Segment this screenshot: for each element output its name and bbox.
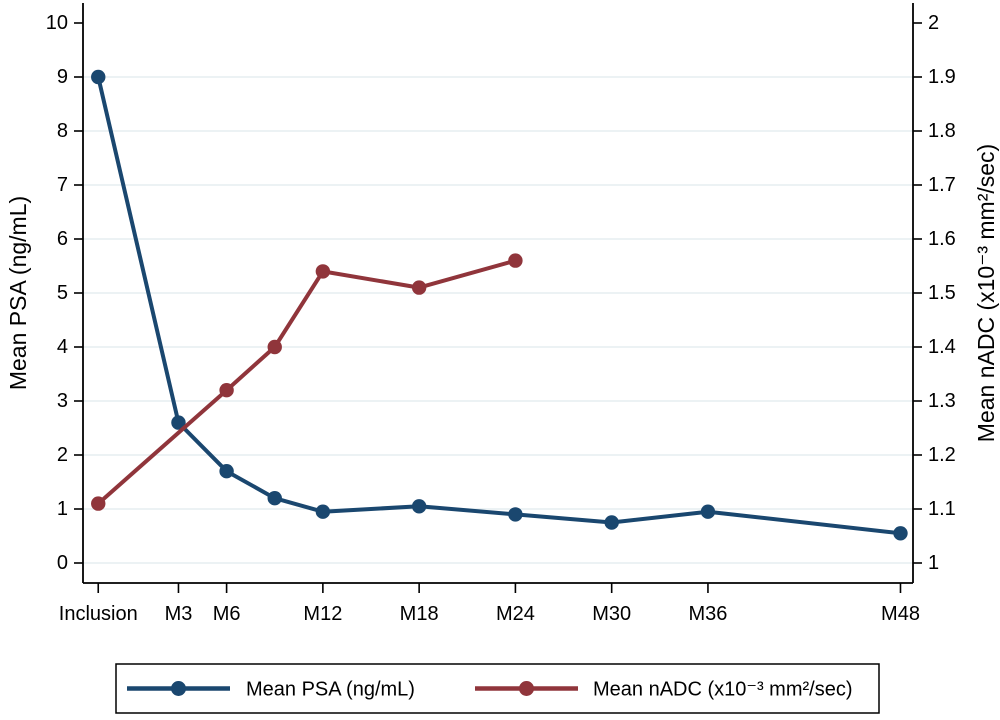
psa-data-point xyxy=(171,415,186,430)
y-right-tick-label: 1.7 xyxy=(928,174,956,196)
y-left-tick-label: 10 xyxy=(46,12,68,34)
x-axis-ticks: Inclusion M3 M6 M12 M18 M24 M30 M36 M48 xyxy=(59,583,920,625)
y-right-tick-label: 1.3 xyxy=(928,390,956,412)
y-left-tick-label: 7 xyxy=(57,174,68,196)
nadc-marker-icon xyxy=(519,681,534,696)
nadc-data-point xyxy=(315,264,331,279)
x-tick-label: M36 xyxy=(688,603,727,625)
legend-entry-psa: Mean PSA (ng/mL) xyxy=(127,679,415,701)
y-right-tick-label: 1.8 xyxy=(928,120,956,142)
x-tick-label: M48 xyxy=(881,603,920,625)
y-left-tick-label: 3 xyxy=(57,390,68,412)
y-left-tick-label: 8 xyxy=(57,120,68,142)
y-right-tick-label: 1 xyxy=(928,552,939,574)
nadc-data-point xyxy=(219,383,234,398)
nadc-data-point xyxy=(411,280,427,295)
psa-data-point xyxy=(411,499,427,514)
y-left-tick-label: 4 xyxy=(57,336,68,358)
series-mean-psa xyxy=(91,69,908,541)
legend-label-nadc: Mean nADC (x10⁻³ mm²/sec) xyxy=(593,679,853,701)
y-right-tick-label: 1.9 xyxy=(928,66,956,88)
nadc-data-point xyxy=(91,496,106,511)
nadc-line xyxy=(96,258,516,506)
series-mean-nadc xyxy=(91,253,523,511)
y-right-tick-label: 2 xyxy=(928,12,939,34)
y-right-tick-label: 1.5 xyxy=(928,282,956,304)
x-tick-label: M12 xyxy=(303,603,342,625)
legend-label-psa: Mean PSA (ng/mL) xyxy=(246,679,415,701)
psa-data-point xyxy=(219,464,234,479)
y-left-tick-label: 2 xyxy=(57,444,68,466)
y-right-axis-title: Mean nADC (x10⁻³ mm²/sec) xyxy=(973,144,999,442)
x-tick-label: M3 xyxy=(165,603,193,625)
x-tick-label: M30 xyxy=(592,603,631,625)
psa-data-point xyxy=(604,515,619,530)
psa-data-point xyxy=(893,526,908,541)
psa-line xyxy=(96,76,901,536)
y-right-axis-ticks: 1 1.1 1.2 1.3 1.4 1.5 1.6 1.7 1.8 1.9 2 xyxy=(913,12,956,574)
y-left-axis-title: Mean PSA (ng/mL) xyxy=(5,196,31,390)
psa-marker-icon xyxy=(171,681,186,696)
gridlines xyxy=(83,76,913,564)
psa-data-point xyxy=(267,491,282,506)
x-tick-label: M6 xyxy=(213,603,241,625)
x-tick-label: Inclusion xyxy=(59,603,138,625)
psa-data-point xyxy=(91,69,106,85)
x-tick-label: M24 xyxy=(496,603,535,625)
y-right-tick-label: 1.1 xyxy=(928,498,956,520)
y-left-tick-label: 5 xyxy=(57,282,68,304)
psa-data-point xyxy=(508,507,523,522)
y-left-axis-ticks: 0 1 2 3 4 5 6 7 8 9 10 xyxy=(46,12,83,574)
legend-entry-nadc: Mean nADC (x10⁻³ mm²/sec) xyxy=(475,679,853,701)
y-left-tick-label: 0 xyxy=(57,552,68,574)
y-right-tick-label: 1.2 xyxy=(928,444,956,466)
y-left-tick-label: 1 xyxy=(57,498,68,520)
psa-data-point xyxy=(315,504,331,519)
legend: Mean PSA (ng/mL) Mean nADC (x10⁻³ mm²/se… xyxy=(115,663,880,714)
y-right-tick-label: 1.4 xyxy=(928,336,956,358)
x-tick-label: M18 xyxy=(400,603,439,625)
y-right-tick-label: 1.6 xyxy=(928,228,956,250)
psa-data-point xyxy=(700,504,716,519)
y-left-tick-label: 9 xyxy=(57,66,68,88)
nadc-data-point xyxy=(508,253,523,268)
nadc-data-point xyxy=(267,339,282,355)
y-left-tick-label: 6 xyxy=(57,228,68,250)
